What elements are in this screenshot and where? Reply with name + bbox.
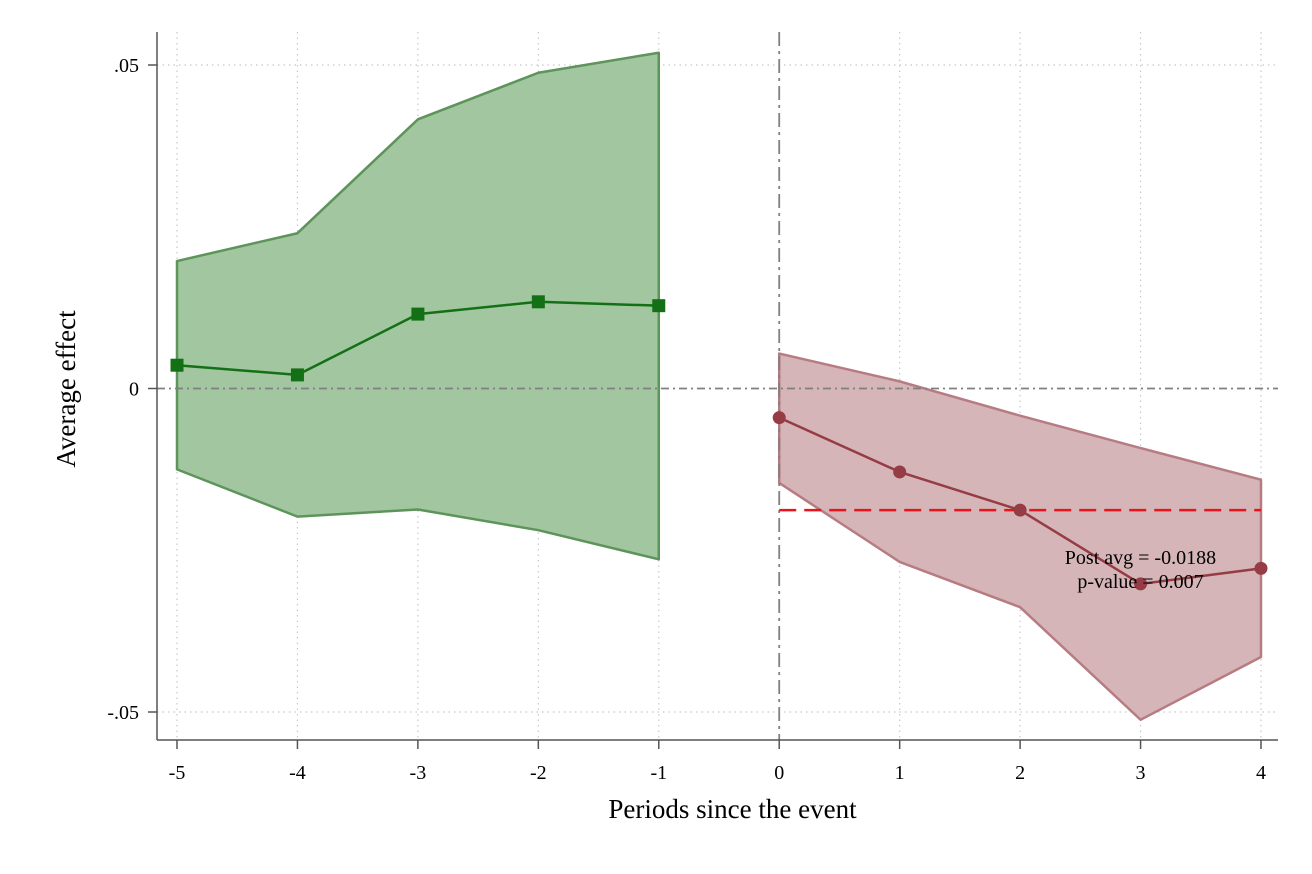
x-tick-label: -4 [289,762,306,784]
tick-labels: -5 -4 -3 -2 -1 0 1 2 3 4 .05 0 -.05 [107,55,1266,784]
data-point-marker [652,299,666,313]
data-point-marker [411,307,425,321]
data-point-marker [531,295,545,309]
x-tick-label: -2 [530,762,547,784]
x-tick-label: 4 [1256,762,1266,784]
x-tick-label: 3 [1136,762,1146,784]
confidence-bands [175,51,1263,722]
data-point-marker [290,368,304,382]
x-tick-label: 0 [774,762,784,784]
confidence-band-1 [175,51,661,561]
axes [148,32,1278,749]
data-point-marker [1134,577,1148,591]
data-point-marker [772,411,786,425]
x-tick-label: -5 [169,762,186,784]
p-value-text: p-value = 0.007 [1077,571,1203,593]
data-point-marker [170,358,184,372]
x-tick-label: -3 [410,762,427,784]
y-axis-title: Average effect [51,310,81,468]
post-avg-text: Post avg = -0.0188 [1065,547,1216,569]
confidence-band-2 [777,352,1263,722]
series-markers [170,295,1268,591]
data-point-marker [1254,561,1268,575]
data-point-marker [1013,503,1027,517]
x-axis-title: Periods since the event [608,794,857,824]
x-tick-label: 1 [895,762,905,784]
x-tick-label: 2 [1015,762,1025,784]
y-tick-label: .05 [114,55,139,77]
data-point-marker [893,465,907,479]
y-tick-label: -.05 [107,702,139,724]
x-tick-label: -1 [650,762,667,784]
post-average-annotation: Post avg = -0.0188 p-value = 0.007 [1065,547,1216,593]
y-tick-label: 0 [129,379,139,401]
